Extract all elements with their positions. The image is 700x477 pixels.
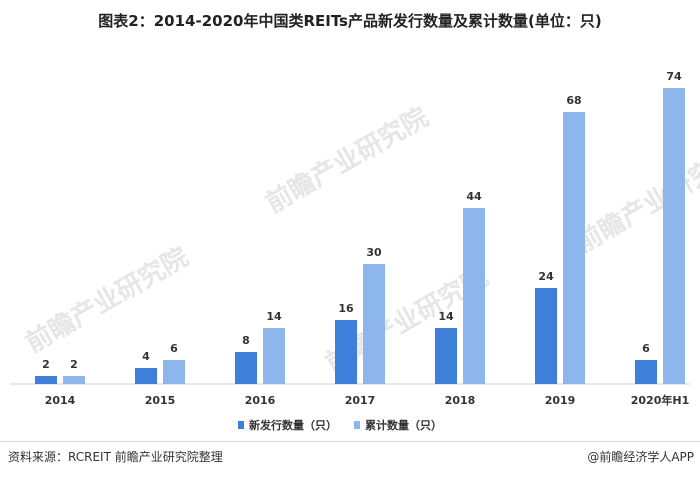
- value-label: 24: [538, 270, 554, 283]
- bar-new-2018: [435, 328, 457, 384]
- bar-new-2015: [135, 368, 157, 384]
- chart-title: 图表2：2014-2020年中国类REITs产品新发行数量及累计数量(单位：只): [98, 12, 602, 30]
- bar-new-2016: [235, 352, 257, 384]
- value-label: 4: [142, 350, 150, 363]
- brand-note: @前瞻经济学人APP: [587, 450, 694, 464]
- bar-cumulative-2016: [263, 328, 285, 384]
- legend-cumulative-label: 累计数量（只）: [365, 418, 442, 432]
- legend-cumulative-swatch: [354, 421, 360, 429]
- value-label: 6: [642, 342, 650, 355]
- x-tick-label: 2017: [345, 394, 376, 407]
- legend-new-label: 新发行数量（只）: [249, 418, 337, 432]
- value-label: 14: [266, 310, 282, 323]
- x-tick-label: 2019: [545, 394, 576, 407]
- value-label: 74: [666, 70, 682, 83]
- bar-new-2017: [335, 320, 357, 384]
- bar-cumulative-2014: [63, 376, 85, 384]
- bar-cumulative-2018: [463, 208, 485, 384]
- value-label: 2: [42, 358, 50, 371]
- bar-cumulative-2019: [563, 112, 585, 384]
- x-tick-label: 2016: [245, 394, 276, 407]
- x-tick-label: 2020年H1: [631, 393, 689, 407]
- source-note: 资料来源：RCREIT 前瞻产业研究院整理: [8, 450, 223, 464]
- bar-cumulative-2015: [163, 360, 185, 384]
- bar-new-2019: [535, 288, 557, 384]
- bar-new-2020年H1: [635, 360, 657, 384]
- legend: 新发行数量（只） 累计数量（只）: [238, 418, 442, 432]
- x-tick-label: 2018: [445, 394, 476, 407]
- x-tick-labels-group: 2014 2015 2016 2017 2018 2019 2020年H1: [45, 393, 690, 407]
- x-tick-label: 2014: [45, 394, 76, 407]
- bar-cumulative-2020年H1: [663, 88, 685, 384]
- footer-divider: [0, 441, 700, 442]
- value-label: 6: [170, 342, 178, 355]
- legend-new-swatch: [238, 421, 244, 429]
- value-label: 2: [70, 358, 78, 371]
- bar-cumulative-2017: [363, 264, 385, 384]
- x-tick-label: 2015: [145, 394, 176, 407]
- value-label: 44: [466, 190, 482, 203]
- value-label: 68: [566, 94, 581, 107]
- bar-new-2014: [35, 376, 57, 384]
- value-label: 8: [242, 334, 250, 347]
- value-label: 16: [338, 302, 354, 315]
- value-label: 30: [366, 246, 382, 259]
- value-label: 14: [438, 310, 454, 323]
- bars-group: [35, 88, 685, 384]
